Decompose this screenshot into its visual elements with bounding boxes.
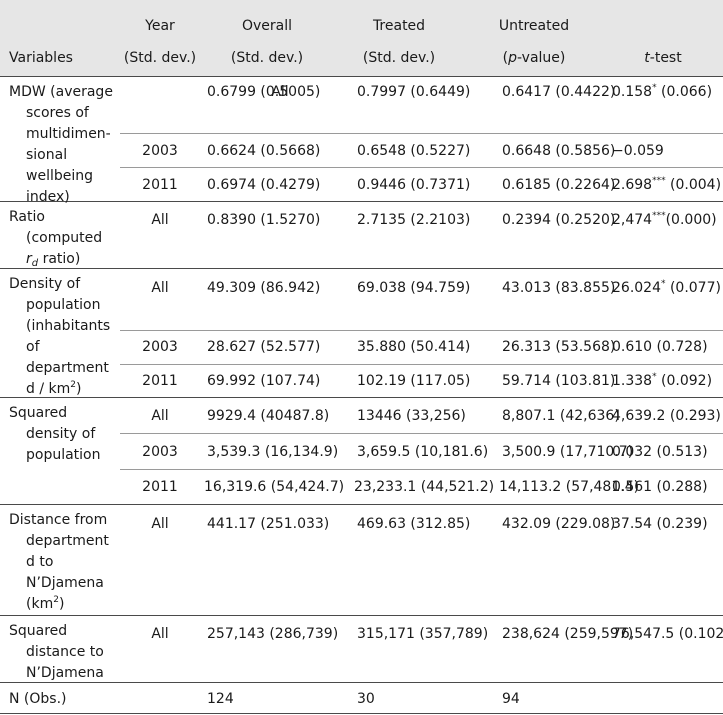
variable-label-mdw: MDW (average scores of multidimen- siona… [9,84,113,205]
untreated-cell: 8,807.1 (42,636) [502,408,620,424]
overall-cell: 49.309 (86.942) [207,280,321,296]
ttest-cell: 2.698*** (0.004) [612,176,722,194]
year-cell: 2003 [142,143,178,159]
row-group-squared-density: Squared density of population All 9929.4… [0,398,723,505]
overall-cell: 0.6974 (0.4279) [207,177,321,193]
year-cell: 2011 [142,177,178,193]
ttest-cell: 0.610 (0.728) [612,339,708,355]
year-cell: 2011 [142,373,178,389]
header-ttest: t-test [644,50,682,66]
variable-label-squared-density: Squared density of population [9,405,101,463]
header-overall: Overall [241,18,293,34]
untreated-cell: 26.313 (53.568) [502,339,616,355]
year-cell: All [151,408,169,424]
row-group-density: Density of population (inhabitants of de… [0,269,723,398]
untreated-cell: 43.013 (83.855) [502,280,616,296]
untreated-cell: 59.714 (103.81) [502,373,616,389]
ttest-cell: −0.059 [612,143,664,159]
untreated-cell: 14,113.2 (57,481.4) [499,479,640,495]
variable-label-squared-distance: Squared distance to N’Djamena [9,623,104,681]
header-untreated: Untreated [498,18,570,34]
variable-label-nobs: N (Obs.) [9,691,67,707]
overall-cell: 28.627 (52.577) [207,339,321,355]
row-group-squared-distance: Squared distance to N’Djamena All 257,14… [0,616,723,683]
untreated-cell: 94 [502,691,520,707]
untreated-cell: 0.6648 (0.5856) [502,143,616,159]
untreated-cell: 238,624 (259,597) [502,626,634,642]
ttest-cell: 0.158* (0.066) [612,83,713,101]
ttest-cell: 1.338* (0.092) [612,372,713,390]
year-cell: All [151,280,169,296]
year-cell: All [151,516,169,532]
header-treated-sub: (Std. dev.) [362,50,436,66]
variable-label-distance: Distance from department d to N’Djamena … [9,512,109,612]
overall-cell: 441.17 (251.033) [207,516,330,532]
treated-cell: 30 [357,691,375,707]
untreated-cell: 3,500.9 (17,710.7) [502,444,634,460]
overall-cell: 9929.4 (40487.8) [207,408,330,424]
row-group-mdw: MDW (average scores of multidimen- siona… [0,77,723,205]
treated-cell: 0.7997 (0.6449) [357,84,471,100]
row-group-distance: Distance from department d to N’Djamena … [0,505,723,616]
overall-cell: 257,143 (286,739) [207,626,339,642]
table-row: 2003 0.6624 (0.5668) 0.6548 (0.5227) 0.6… [120,133,723,168]
ttest-cell: 2,474***(0.000) [612,211,717,229]
treated-cell: 0.6548 (0.5227) [357,143,471,159]
header-treated: Treated [372,18,426,34]
table-row: All 0.6799 (0.5005) 0.7997 (0.6449) 0.64… [120,77,723,133]
header-variables: Variables [9,50,73,66]
overall-cell: 0.6624 (0.5668) [207,143,321,159]
untreated-cell: 0.6417 (0.4422) [502,84,616,100]
treated-cell: 13446 (33,256) [357,408,466,424]
overall-cell: 16,319.6 (54,424.7) [204,479,345,495]
table-row: 2011 69.992 (107.74) 102.19 (117.05) 59.… [120,364,723,398]
year-cell: All [151,212,169,228]
overall-cell: 124 [207,691,234,707]
treated-cell: 2.7135 (2.2103) [357,212,471,228]
year-cell: 2011 [142,479,178,495]
header-year-sub: (Std. dev.) [123,50,197,66]
treated-cell: 102.19 (117.05) [357,373,471,389]
ttest-cell: 0.032 (0.513) [612,444,708,460]
overall-cell: 0.8390 (1.5270) [207,212,321,228]
table-header: Year (Std. dev.) Overall (Std. dev.) Tre… [0,0,723,77]
ttest-cell: 0.561 (0.288) [612,479,708,495]
header-year: Year [145,18,175,34]
overall-cell: 69.992 (107.74) [207,373,321,389]
year-cell: 2003 [142,339,178,355]
variable-label-density: Density of population (inhabitants of de… [9,276,111,397]
table-row: 2003 3,539.3 (16,134.9) 3,659.5 (10,181.… [120,433,723,470]
treated-cell: 69.038 (94.759) [357,280,471,296]
row-group-nobs: N (Obs.) 124 30 94 [0,683,723,714]
ttest-cell: 4,639.2 (0.293) [612,408,721,424]
variable-label-ratio: Ratio (computed rd ratio) [9,209,103,269]
table-row: 2011 16,319.6 (54,424.7) 23,233.1 (44,52… [120,469,723,505]
treated-cell: 315,171 (357,789) [357,626,489,642]
treated-cell: 0.9446 (0.7371) [357,177,471,193]
untreated-cell: 0.2394 (0.2520) [502,212,616,228]
treated-cell: 3,659.5 (10,181.6) [357,444,489,460]
ttest-cell: 37.54 (0.239) [612,516,708,532]
header-untreated-sub: (p-value) [502,50,566,66]
treated-cell: 23,233.1 (44,521.2) [354,479,495,495]
treated-cell: 469.63 (312.85) [357,516,471,532]
overall-cell: 3,539.3 (16,134.9) [207,444,339,460]
untreated-cell: 0.6185 (0.2264) [502,177,616,193]
row-group-ratio: Ratio (computed rd ratio) All 0.8390 (1.… [0,202,723,269]
header-overall-sub: (Std. dev.) [230,50,304,66]
year-cell: All [271,84,289,100]
treated-cell: 35.880 (50.414) [357,339,471,355]
table-row: 2011 0.6974 (0.4279) 0.9446 (0.7371) 0.6… [120,167,723,202]
ttest-cell: 26.024* (0.077) [612,279,721,297]
table-row: 2003 28.627 (52.577) 35.880 (50.414) 26.… [120,330,723,365]
overall-cell: 0.6799 (0.5005) [207,84,321,100]
year-cell: All [151,626,169,642]
year-cell: 2003 [142,444,178,460]
untreated-cell: 432.09 (229.08) [502,516,616,532]
ttest-cell: 76,547.5 (0.102) [612,626,723,642]
